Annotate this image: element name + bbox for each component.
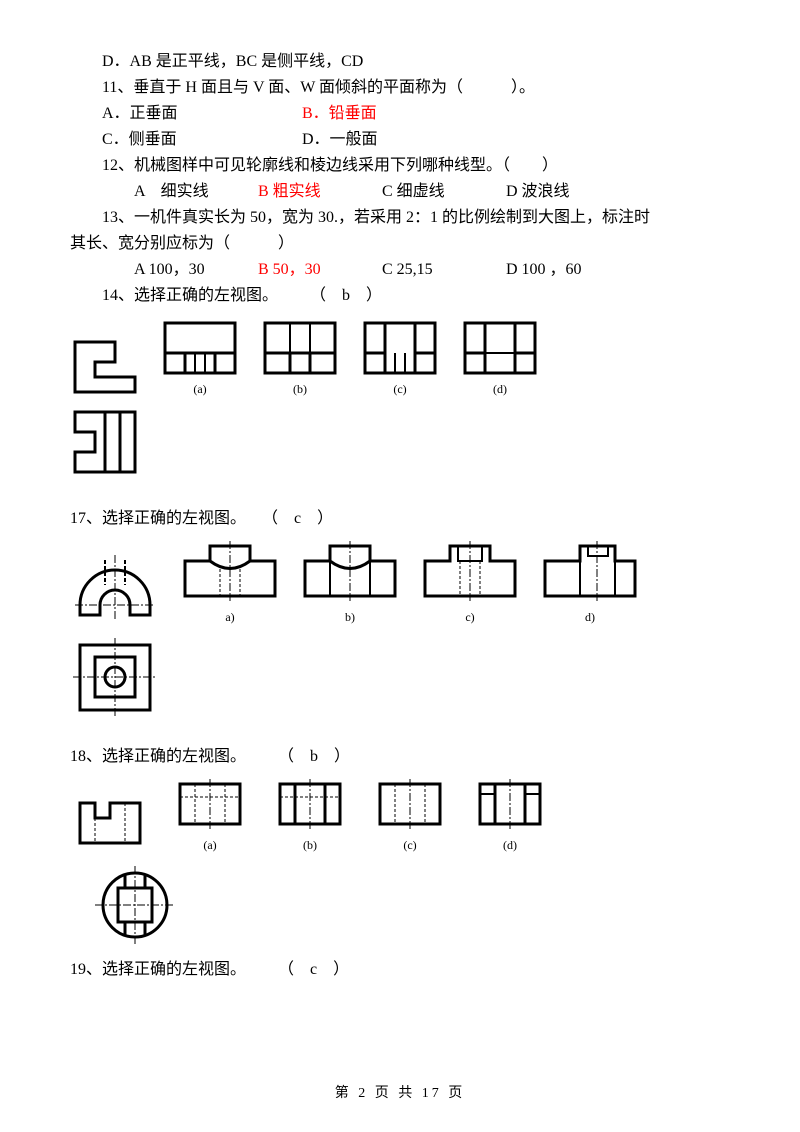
q13-opt-b: B 50，30 [258,258,378,282]
q14-front-view [70,337,140,397]
q17-label-d: d) [585,610,595,625]
q17-b-svg [300,541,400,606]
q17-label-c: c) [465,610,474,625]
q11-opt-d: D．一般面 [302,128,502,152]
q18-top-view [90,863,180,948]
q14-label-c: (c) [393,382,406,397]
q17-text: 17、选择正确的左视图。 （ c ） [70,507,730,531]
q11-options: A．正垂面 B．铅垂面 [70,102,730,126]
q13-opt-d: D 100 ，60 [506,258,626,282]
q12-opt-c: C 细虚线 [382,180,502,204]
q12-opt-a: A 细实线 [134,180,254,204]
q18-a-svg [170,779,250,834]
q17-d-svg [540,541,640,606]
q18-text: 18、选择正确的左视图。 （ b ） [70,745,730,769]
q10-option-d: D．AB 是正平线，BC 是侧平线，CD [70,50,730,74]
q14-opt-a-diagram: (a) [160,318,240,397]
q17-opt-a: a) [180,541,280,625]
q18-label-c: (c) [403,838,416,853]
q18-front-view [70,798,150,853]
q13-opt-c: C 25,15 [382,258,502,282]
q14-front-svg [70,337,140,397]
q11-opt-a: A．正垂面 [102,102,302,126]
q17-label-b: b) [345,610,355,625]
q18-d-svg [470,779,550,834]
q18-opt-d: (d) [470,779,550,853]
q14-top-view-row [70,407,730,477]
q14-opt-b-diagram: (b) [260,318,340,397]
q14-diagrams: (a) (b) (c) [70,318,730,397]
q18-label-b: (b) [303,838,317,853]
q13-options: A 100，30 B 50，30 C 25,15 D 100 ，60 [70,258,730,282]
q18-label-a: (a) [203,838,216,853]
q11-opt-c: C．侧垂面 [102,128,302,152]
q11-text: 11、垂直于 H 面且与 V 面、W 面倾斜的平面称为（ ）。 [70,76,730,100]
q12-opt-d: D 波浪线 [506,180,626,204]
q17-opt-b: b) [300,541,400,625]
q18-opt-a: (a) [170,779,250,853]
q17-a-svg [180,541,280,606]
q18-c-svg [370,779,450,834]
q17-label-a: a) [225,610,234,625]
q14-opt-c-diagram: (c) [360,318,440,397]
q17-opt-d: d) [540,541,640,625]
q17-diagrams: a) b) c) d) [70,541,730,625]
q12-opt-b: B 粗实线 [258,180,378,204]
q12-text: 12、机械图样中可见轮廓线和棱边线采用下列哪种线型。（ ） [70,154,730,178]
q14-label-d: (d) [493,382,507,397]
q14-label-a: (a) [193,382,206,397]
q18-opt-b: (b) [270,779,350,853]
q14-d-svg [460,318,540,378]
q13-opt-a: A 100，30 [134,258,254,282]
q14-c-svg [360,318,440,378]
q17-top-svg [70,635,160,720]
q13-line1: 13、一机件真实长为 50，宽为 30.，若采用 2：1 的比例绘制到大图上，标… [70,206,730,230]
q14-b-svg [260,318,340,378]
q11-opt-b: B．铅垂面 [302,102,502,126]
q18-diagrams: (a) (b) (c) (d) [70,779,730,853]
q17-front-svg [70,555,160,625]
q17-c-svg [420,541,520,606]
q14-a-svg [160,318,240,378]
q14-top-svg [70,407,140,477]
q17-top-view-row [70,635,730,720]
q18-opt-c: (c) [370,779,450,853]
q17-top-view [70,635,160,720]
q14-text: 14、选择正确的左视图。 （ b ） [70,284,730,308]
q18-label-d: (d) [503,838,517,853]
q17-front-view [70,555,160,625]
q19-text: 19、选择正确的左视图。 （ c ） [70,958,730,982]
q14-label-b: (b) [293,382,307,397]
q13-line2: 其长、宽分别应标为（ ） [70,232,730,256]
q18-front-svg [70,798,150,853]
q18-top-svg [90,863,180,948]
q14-opt-d-diagram: (d) [460,318,540,397]
q18-top-view-row [70,863,730,948]
page-footer: 第 2 页 共 17 页 [70,1082,730,1102]
q11-options-2: C．侧垂面 D．一般面 [70,128,730,152]
q12-options: A 细实线 B 粗实线 C 细虚线 D 波浪线 [70,180,730,204]
q17-opt-c: c) [420,541,520,625]
q18-b-svg [270,779,350,834]
q14-top-view [70,407,140,477]
